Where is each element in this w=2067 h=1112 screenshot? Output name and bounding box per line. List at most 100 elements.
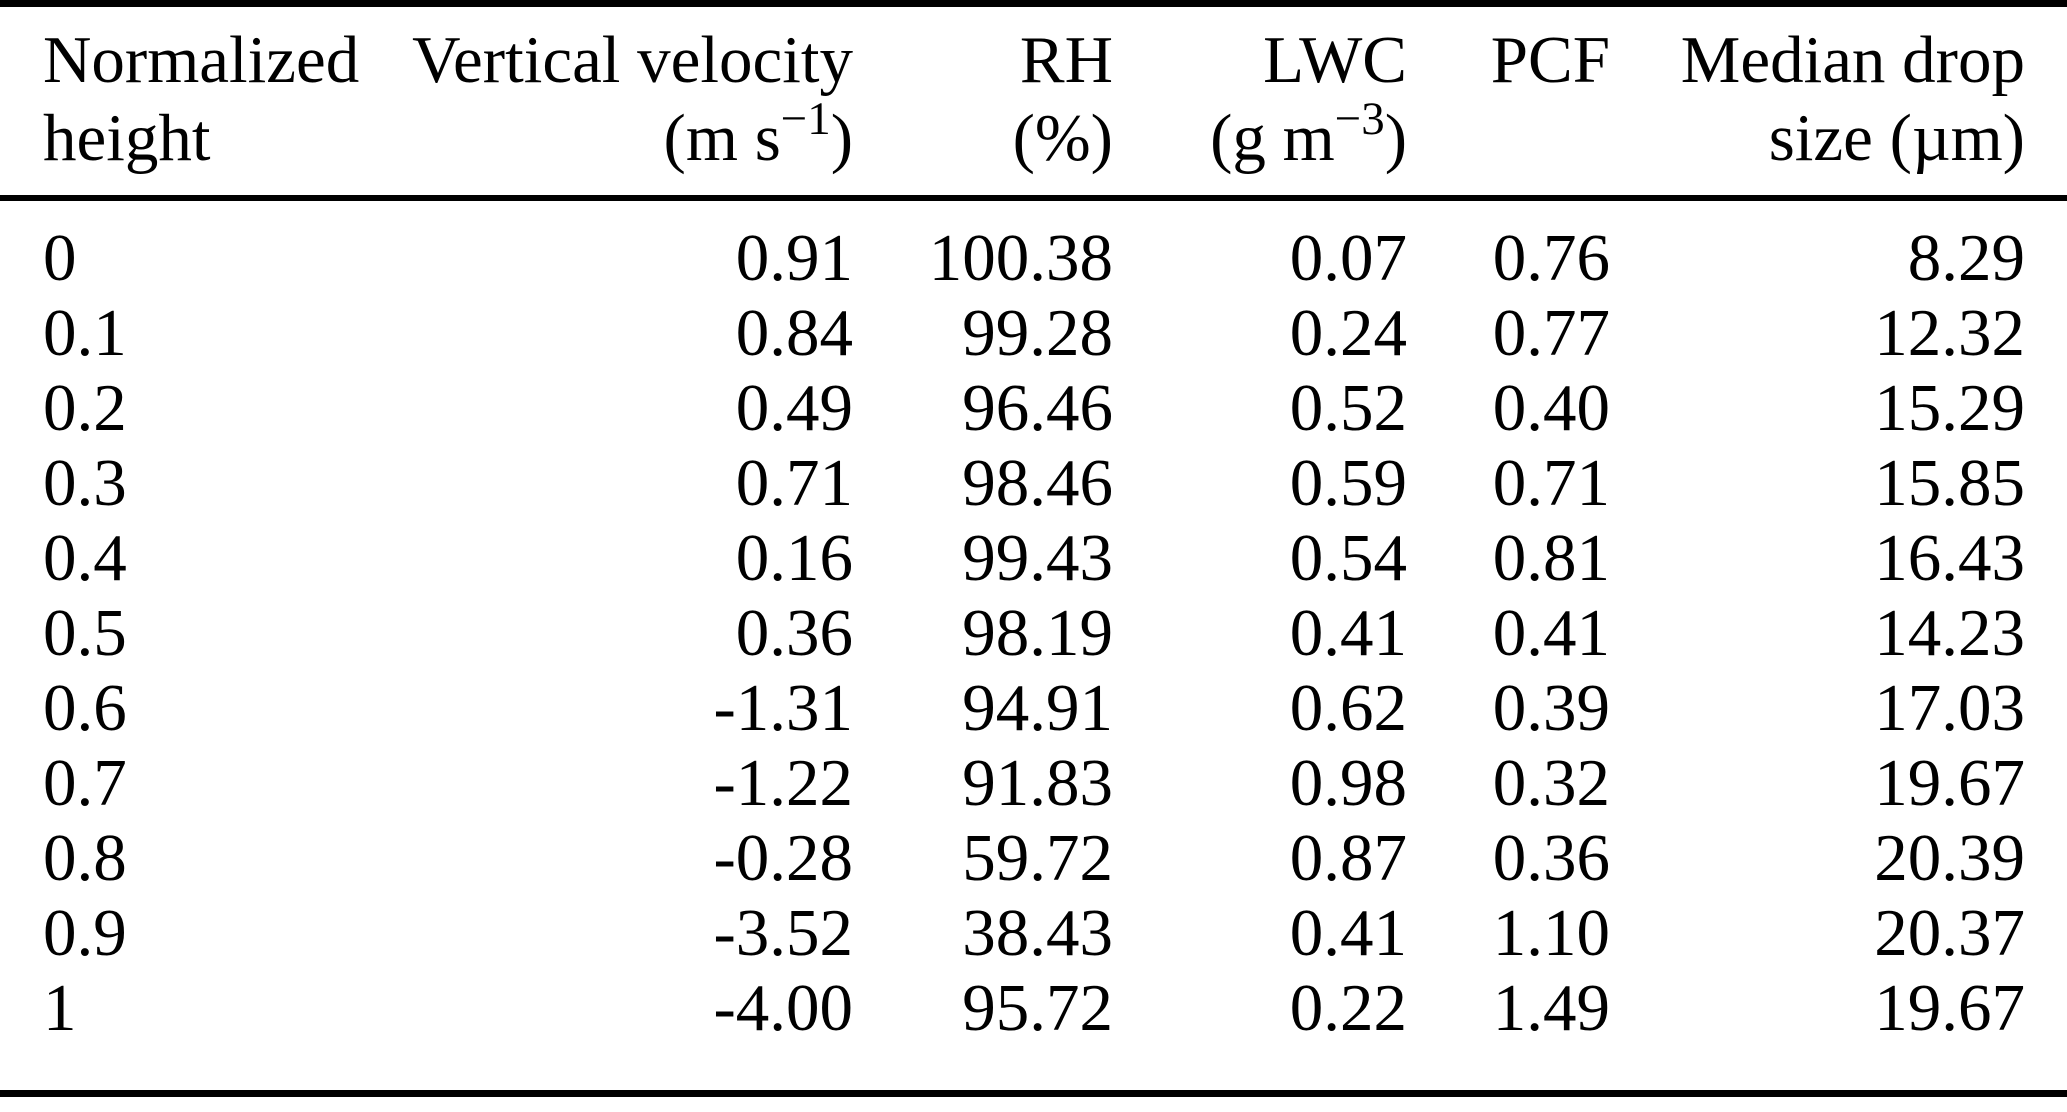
table-row: 0.7 -1.22 91.83 0.98 0.32 19.67 [0,746,2067,821]
cell-median-drop-size: 19.67 [1874,746,2025,820]
cell-normalized-height: 0.3 [43,446,127,520]
cell-rh: 99.28 [962,296,1113,370]
cell-vertical-velocity: -3.52 [713,896,853,970]
cell-pcf: 0.39 [1492,671,1610,745]
unit-exponent: −1 [780,93,831,146]
column-header-lwc: LWC (g m−3) [1113,4,1407,199]
cell-pcf: 1.49 [1492,971,1610,1045]
header-row: Normalized height Vertical velocity (m s… [0,4,2067,199]
cell-rh: 99.43 [962,521,1113,595]
cell-pcf: 0.76 [1492,221,1610,295]
table-row: 0.8 -0.28 59.72 0.87 0.36 20.39 [0,821,2067,896]
cell-rh: 98.46 [962,446,1113,520]
cell-lwc: 0.54 [1289,521,1407,595]
cell-vertical-velocity: 0.36 [735,596,853,670]
cell-rh: 96.46 [962,371,1113,445]
cell-lwc: 0.62 [1289,671,1407,745]
cell-median-drop-size: 19.67 [1874,971,2025,1045]
header-line: height [43,101,211,175]
header-line: Normalized [43,23,360,97]
column-header-pcf: PCF [1407,4,1610,199]
header-line: size (µm) [1768,101,2025,175]
cell-median-drop-size: 17.03 [1874,671,2025,745]
cell-pcf: 0.71 [1492,446,1610,520]
table-row: 0.1 0.84 99.28 0.24 0.77 12.32 [0,296,2067,371]
unit-text: (m s [663,101,781,175]
cell-vertical-velocity: 0.49 [735,371,853,445]
table-row: 0.6 -1.31 94.91 0.62 0.39 17.03 [0,671,2067,746]
header-line: Vertical velocity [412,23,853,97]
cell-pcf: 0.81 [1492,521,1610,595]
cell-median-drop-size: 20.39 [1874,821,2025,895]
cell-vertical-velocity: 0.71 [735,446,853,520]
column-header-normalized-height: Normalized height [0,4,390,199]
cell-normalized-height: 0.2 [43,371,127,445]
unit-text: (g m [1210,101,1335,175]
cell-pcf: 0.40 [1492,371,1610,445]
header-line: Median drop [1680,23,2025,97]
cell-vertical-velocity: -1.31 [713,671,853,745]
table-row: 0 0.91 100.38 0.07 0.76 8.29 [0,198,2067,296]
cell-pcf: 0.32 [1492,746,1610,820]
cell-normalized-height: 0.5 [43,596,127,670]
cell-lwc: 0.07 [1289,221,1407,295]
cell-normalized-height: 0.4 [43,521,127,595]
cell-lwc: 0.52 [1289,371,1407,445]
cell-pcf: 0.41 [1492,596,1610,670]
cell-median-drop-size: 16.43 [1874,521,2025,595]
unit-exponent: −3 [1334,93,1385,146]
cell-pcf: 1.10 [1492,896,1610,970]
cell-median-drop-size: 14.23 [1874,596,2025,670]
cell-vertical-velocity: -1.22 [713,746,853,820]
cell-median-drop-size: 12.32 [1874,296,2025,370]
cell-rh: 91.83 [962,746,1113,820]
header-unit: (m s−1) [390,96,853,177]
cell-normalized-height: 0 [43,221,77,295]
cell-median-drop-size: 8.29 [1907,221,2025,295]
cell-vertical-velocity: -4.00 [713,971,853,1045]
cell-lwc: 0.59 [1289,446,1407,520]
header-unit: (g m−3) [1113,96,1407,177]
cell-lwc: 0.98 [1289,746,1407,820]
cell-lwc: 0.22 [1289,971,1407,1045]
cell-normalized-height: 0.8 [43,821,127,895]
cell-vertical-velocity: 0.84 [735,296,853,370]
cell-normalized-height: 1 [43,971,77,1045]
column-header-median-drop-size: Median drop size (µm) [1610,4,2067,199]
cell-lwc: 0.41 [1289,596,1407,670]
cell-vertical-velocity: -0.28 [713,821,853,895]
header-line: LWC [1263,23,1407,97]
cell-vertical-velocity: 0.91 [735,221,853,295]
table-row: 0.9 -3.52 38.43 0.41 1.10 20.37 [0,896,2067,971]
table-row: 0.4 0.16 99.43 0.54 0.81 16.43 [0,521,2067,596]
cell-normalized-height: 0.9 [43,896,127,970]
cell-rh: 95.72 [962,971,1113,1045]
cell-lwc: 0.24 [1289,296,1407,370]
cell-normalized-height: 0.6 [43,671,127,745]
table-row: 0.2 0.49 96.46 0.52 0.40 15.29 [0,371,2067,446]
header-line: PCF [1490,23,1610,97]
unit-text: ) [830,101,853,175]
table-header: Normalized height Vertical velocity (m s… [0,4,2067,199]
table-row: 0.3 0.71 98.46 0.59 0.71 15.85 [0,446,2067,521]
table-row: 1 -4.00 95.72 0.22 1.49 19.67 [0,971,2067,1094]
cell-rh: 38.43 [962,896,1113,970]
cell-rh: 94.91 [962,671,1113,745]
cell-normalized-height: 0.1 [43,296,127,370]
cell-median-drop-size: 20.37 [1874,896,2025,970]
cell-median-drop-size: 15.85 [1874,446,2025,520]
unit-text: ) [1384,101,1407,175]
cell-median-drop-size: 15.29 [1874,371,2025,445]
cell-pcf: 0.36 [1492,821,1610,895]
cell-lwc: 0.87 [1289,821,1407,895]
column-header-vertical-velocity: Vertical velocity (m s−1) [390,4,853,199]
header-line: RH [1019,23,1113,97]
cell-normalized-height: 0.7 [43,746,127,820]
cell-rh: 59.72 [962,821,1113,895]
table-body: 0 0.91 100.38 0.07 0.76 8.29 0.1 0.84 99… [0,198,2067,1094]
column-header-rh: RH (%) [853,4,1113,199]
cell-rh: 100.38 [928,221,1113,295]
cell-lwc: 0.41 [1289,896,1407,970]
